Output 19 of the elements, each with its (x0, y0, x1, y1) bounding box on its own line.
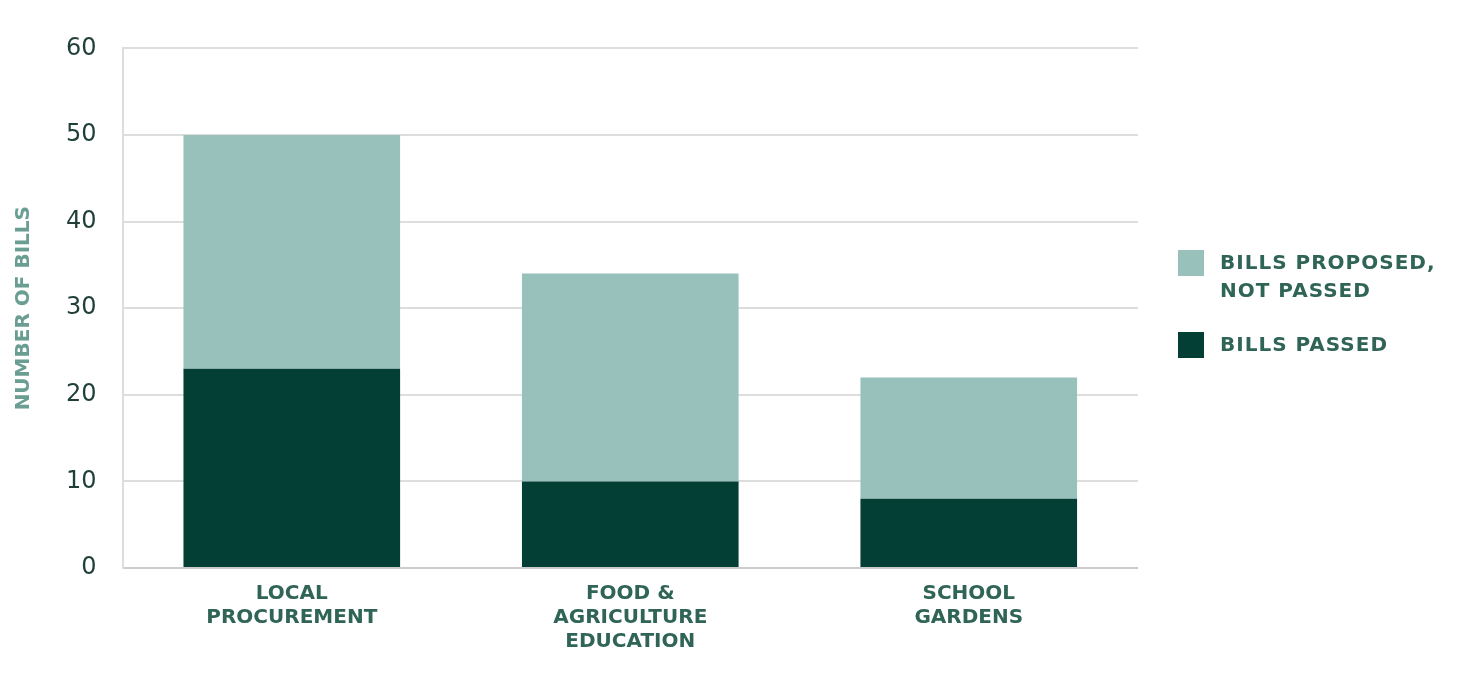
legend-label: BILLS PROPOSED, NOT PASSED (1220, 249, 1437, 304)
y-tick-label: 20 (65, 379, 97, 408)
bar (860, 377, 1078, 499)
x-tick-label: FOOD & AGRICULTURE EDUCATION (553, 580, 708, 653)
x-tick-label: SCHOOL GARDENS (914, 580, 1024, 629)
bar (521, 273, 739, 482)
y-tick-label: 30 (65, 292, 97, 321)
legend-label: BILLS PASSED (1220, 331, 1389, 358)
bar (183, 135, 401, 369)
bar (860, 498, 1078, 567)
x-tick-label: LOCAL PROCUREMENT (206, 580, 378, 629)
bar (183, 368, 401, 567)
y-tick-label: 40 (65, 205, 97, 234)
y-tick-label: 10 (65, 465, 97, 494)
bar (521, 481, 739, 567)
y-axis-title: NUMBER OF BILLS (10, 206, 35, 411)
y-tick-label: 0 (81, 552, 97, 581)
y-tick-label: 50 (65, 119, 97, 148)
y-tick-label: 60 (65, 32, 97, 61)
